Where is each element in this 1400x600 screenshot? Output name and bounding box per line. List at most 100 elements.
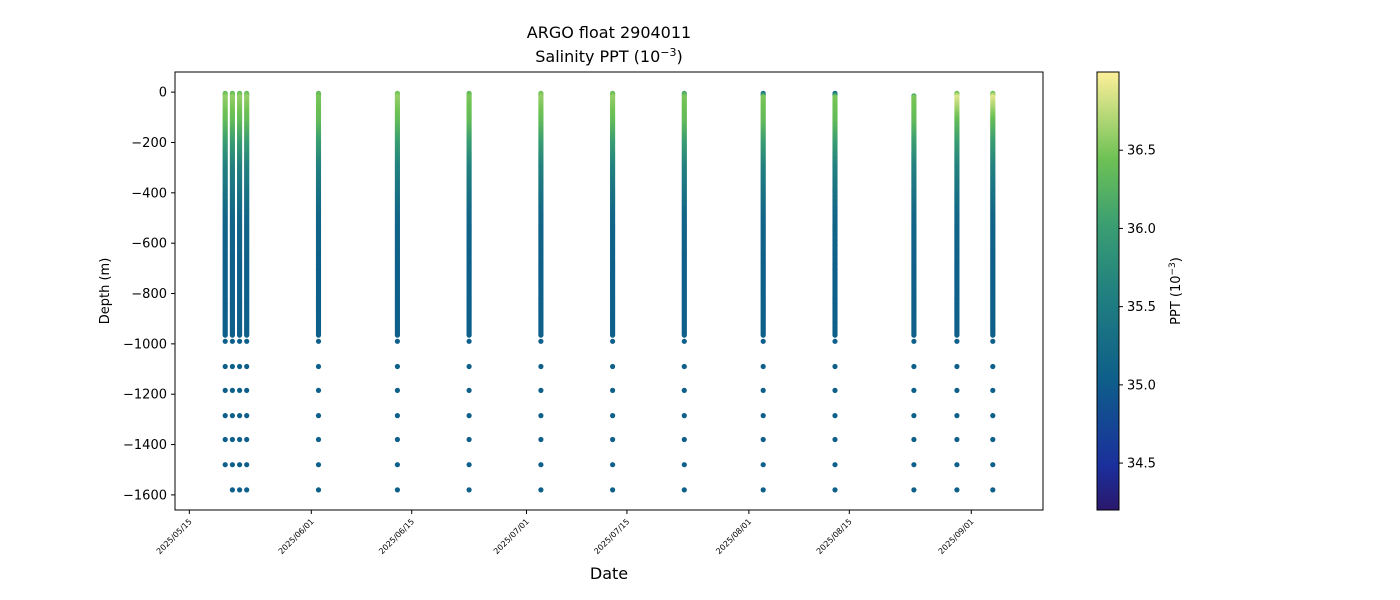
data-point [832, 387, 838, 393]
data-point [911, 462, 917, 468]
data-point [990, 338, 996, 344]
data-point [832, 413, 838, 419]
data-point [229, 436, 235, 443]
data-point [394, 436, 400, 443]
data-point [466, 436, 472, 443]
data-point [954, 462, 960, 468]
data-point [954, 332, 960, 338]
data-point [610, 436, 616, 443]
data-point [760, 413, 766, 419]
x-tick-label: 2025/05/15 [155, 517, 194, 556]
data-point [990, 387, 996, 393]
data-point [538, 462, 544, 468]
data-point [222, 387, 228, 393]
data-point [394, 387, 400, 393]
data-point [760, 462, 766, 468]
plot-frame [174, 71, 1044, 511]
chart-title: ARGO float 2904011 [527, 23, 691, 42]
data-point [222, 338, 228, 344]
data-point [237, 338, 243, 344]
y-tick-label: 0 [159, 86, 167, 101]
data-point [681, 436, 687, 443]
y-tick-label: −1000 [123, 337, 167, 352]
data-point [466, 332, 472, 338]
data-point [538, 487, 544, 493]
data-point [832, 332, 838, 338]
data-point [954, 363, 960, 370]
data-point [954, 338, 960, 344]
data-point [315, 387, 322, 393]
data-point [315, 338, 322, 344]
chart-subtitle: Salinity PPT (10−3) [535, 46, 683, 66]
colorbar-label: PPT (10−3) [1168, 257, 1184, 325]
data-point [681, 338, 687, 344]
y-axis-label: Depth (m) [98, 258, 113, 325]
x-tick-label: 2025/08/15 [815, 517, 854, 556]
colorbar-tick-label: 35.5 [1127, 300, 1156, 315]
data-point [610, 413, 616, 419]
colorbar-tick-label: 35.0 [1127, 378, 1156, 393]
data-point [760, 436, 766, 443]
data-point [466, 413, 472, 419]
data-point [315, 462, 322, 468]
data-point [681, 462, 687, 468]
data-point [229, 338, 235, 344]
x-tick-label: 2025/09/01 [937, 517, 976, 556]
data-point [237, 413, 243, 419]
data-point [610, 462, 616, 468]
data-point [244, 436, 250, 443]
data-point [315, 436, 322, 443]
data-point [760, 487, 766, 493]
y-tick-label: −800 [131, 287, 167, 302]
data-point [538, 338, 544, 344]
data-point [237, 387, 243, 393]
data-point [466, 487, 472, 493]
data-point [315, 413, 322, 419]
data-point [394, 338, 400, 344]
x-tick-label: 2025/08/01 [714, 517, 753, 556]
y-tick-label: −600 [131, 237, 167, 252]
data-point [244, 487, 250, 493]
data-point [610, 387, 616, 393]
data-point [394, 413, 400, 419]
data-point [832, 436, 838, 443]
data-point [760, 363, 766, 370]
data-point [911, 363, 917, 370]
x-tick-label: 2025/07/01 [492, 517, 531, 556]
data-point [832, 338, 838, 344]
data-point [229, 387, 235, 393]
y-tick-label: −400 [131, 186, 167, 201]
data-point [538, 436, 544, 443]
data-point [990, 413, 996, 419]
data-point [911, 413, 917, 419]
data-point [911, 338, 917, 344]
data-point [229, 462, 235, 468]
data-point [760, 387, 766, 393]
data-point [244, 387, 250, 393]
y-tick-label: −1200 [123, 388, 167, 403]
data-point [538, 332, 544, 338]
data-point [244, 462, 250, 468]
data-point [394, 332, 400, 338]
data-point [681, 413, 687, 419]
data-point [681, 487, 687, 493]
data-point [222, 436, 228, 443]
data-point [832, 363, 838, 370]
x-tick-label: 2025/06/15 [377, 517, 416, 556]
data-point [911, 436, 917, 443]
data-point [222, 413, 228, 419]
data-point [466, 338, 472, 344]
data-point [466, 387, 472, 393]
data-point [237, 332, 243, 338]
y-tick-label: −1400 [123, 438, 167, 453]
data-point [990, 462, 996, 468]
data-point [538, 387, 544, 393]
data-point [538, 363, 544, 370]
data-point [466, 462, 472, 468]
data-point [954, 387, 960, 393]
data-point [990, 487, 996, 493]
data-point [990, 332, 996, 338]
data-point [237, 363, 243, 370]
data-point [237, 436, 243, 443]
